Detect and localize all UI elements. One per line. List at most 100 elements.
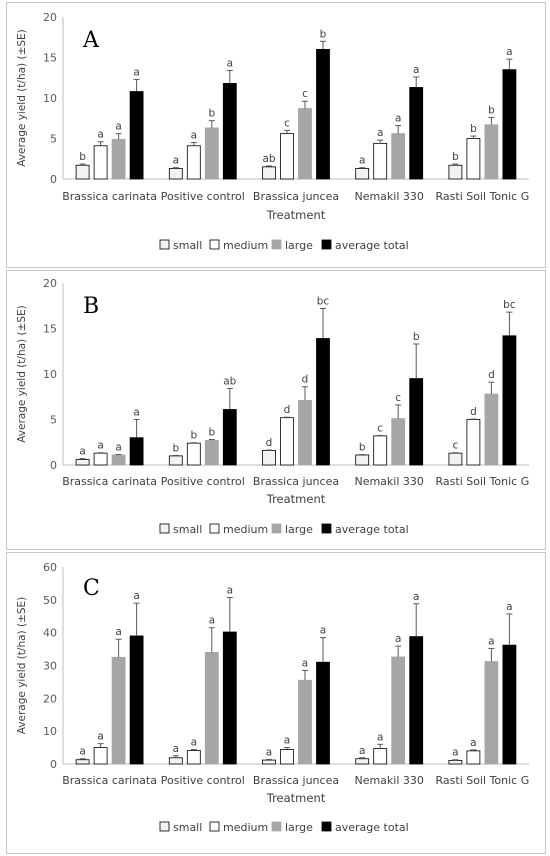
significance-letter: a	[79, 746, 85, 758]
significance-letter: b	[208, 427, 215, 439]
bar-medium-brassica-carinata	[93, 452, 108, 466]
bar-medium-nemakil-330	[373, 435, 388, 466]
bar-large-nemakil-330	[391, 133, 406, 180]
significance-letter: c	[395, 392, 401, 404]
legend-label-large: large	[285, 821, 313, 834]
y-tick-label: 10	[43, 92, 57, 105]
legend-swatch-medium	[209, 523, 220, 534]
significance-letter: d	[470, 406, 477, 418]
significance-letter: d	[302, 374, 309, 386]
category-label: Nemakil 330	[354, 475, 423, 488]
significance-letter: a	[266, 746, 272, 758]
significance-letter: b	[79, 151, 86, 163]
y-axis-label: Average yield (t/ha) (±SE)	[16, 597, 28, 735]
significance-letter: a	[506, 46, 512, 58]
bar-large-brassica-juncea	[298, 399, 312, 466]
significance-letter: c	[453, 440, 459, 452]
y-tick-label: 0	[50, 173, 57, 186]
significance-letter: a	[227, 57, 233, 69]
significance-letter: a	[133, 407, 139, 419]
legend-label-average-total: average total	[335, 821, 409, 834]
significance-letter: a	[320, 625, 326, 637]
y-tick-label: 60	[43, 561, 57, 574]
significance-letter: a	[452, 747, 458, 759]
y-tick-label: 10	[43, 368, 57, 381]
legend-label-large: large	[285, 239, 313, 252]
legend-label-small: small	[173, 239, 202, 252]
significance-letter: a	[97, 129, 103, 141]
bar-average-total-brassica-juncea	[316, 49, 330, 180]
legend-label-medium: medium	[223, 523, 268, 536]
category-label: Rasti Soil Tonic G	[436, 774, 530, 787]
significance-letter: a	[377, 127, 383, 139]
y-tick-label: 20	[43, 692, 57, 705]
bar-average-total-brassica-carinata	[129, 635, 144, 765]
bar-small-nemakil-330	[355, 454, 370, 466]
bar-medium-positive-control	[186, 442, 201, 466]
legend: small medium large average total	[159, 523, 409, 536]
significance-letter: a	[209, 615, 215, 627]
legend-swatch-large	[271, 523, 282, 534]
significance-letter: c	[377, 422, 383, 434]
significance-letter: a	[173, 155, 179, 167]
category-label: Brassica juncea	[253, 190, 339, 203]
significance-letter: a	[506, 601, 512, 613]
bar-average-total-positive-control	[222, 409, 237, 466]
significance-letter: a	[133, 66, 139, 78]
category-label: Positive control	[161, 190, 245, 203]
significance-letter: a	[359, 155, 365, 167]
legend-label-large: large	[285, 523, 313, 536]
significance-letter: d	[284, 404, 291, 416]
significance-letter: d	[488, 369, 495, 381]
significance-letter: c	[284, 117, 290, 129]
significance-letter: a	[395, 633, 401, 645]
significance-letter: a	[413, 591, 419, 603]
bar-average-total-brassica-juncea	[316, 661, 330, 765]
category-label: Rasti Soil Tonic G	[436, 475, 530, 488]
bar-large-brassica-carinata	[111, 138, 126, 180]
legend-label-medium: medium	[223, 239, 268, 252]
bar-large-positive-control	[204, 440, 219, 466]
legend-label-average-total: average total	[335, 239, 409, 252]
legend-label-small: small	[173, 523, 202, 536]
bar-small-positive-control	[168, 168, 183, 180]
bar-average-total-brassica-juncea	[316, 338, 330, 466]
y-tick-label: 0	[50, 758, 57, 771]
bar-small-brassica-juncea	[262, 166, 276, 180]
bar-small-positive-control	[168, 757, 183, 765]
legend-swatch-average-total	[321, 821, 332, 832]
y-tick-label: 20	[43, 11, 57, 24]
bar-small-brassica-juncea	[262, 450, 276, 466]
significance-letter: bc	[317, 295, 330, 307]
significance-letter: a	[227, 585, 233, 597]
significance-letter: a	[413, 64, 419, 76]
bar-large-nemakil-330	[391, 418, 406, 466]
category-label: Brassica carinata	[62, 475, 157, 488]
bar-small-brassica-carinata	[75, 459, 90, 466]
bar-medium-brassica-carinata	[93, 747, 108, 765]
bar-average-total-rasti-soil-tonic-g	[502, 69, 517, 180]
bar-small-nemakil-330	[355, 168, 370, 180]
y-tick-label: 10	[43, 725, 57, 738]
bar-large-brassica-juncea	[298, 679, 312, 765]
category-label: Nemakil 330	[354, 190, 423, 203]
significance-letter: a	[377, 731, 383, 743]
legend-swatch-large	[271, 821, 282, 832]
legend-swatch-medium	[209, 821, 220, 832]
bar-medium-positive-control	[186, 145, 201, 180]
y-tick-label: 20	[43, 277, 57, 290]
bar-large-rasti-soil-tonic-g	[484, 661, 499, 765]
significance-letter: a	[115, 626, 121, 638]
bar-large-brassica-juncea	[298, 108, 312, 180]
y-tick-label: 15	[43, 323, 57, 336]
legend-swatch-average-total	[321, 523, 332, 534]
bar-large-positive-control	[204, 651, 219, 765]
bar-average-total-brassica-carinata	[129, 437, 144, 466]
significance-letter: a	[133, 590, 139, 602]
bar-small-nemakil-330	[355, 758, 370, 765]
y-tick-label: 30	[43, 660, 57, 673]
panel-letter: B	[83, 294, 99, 319]
bar-small-brassica-juncea	[262, 759, 276, 765]
